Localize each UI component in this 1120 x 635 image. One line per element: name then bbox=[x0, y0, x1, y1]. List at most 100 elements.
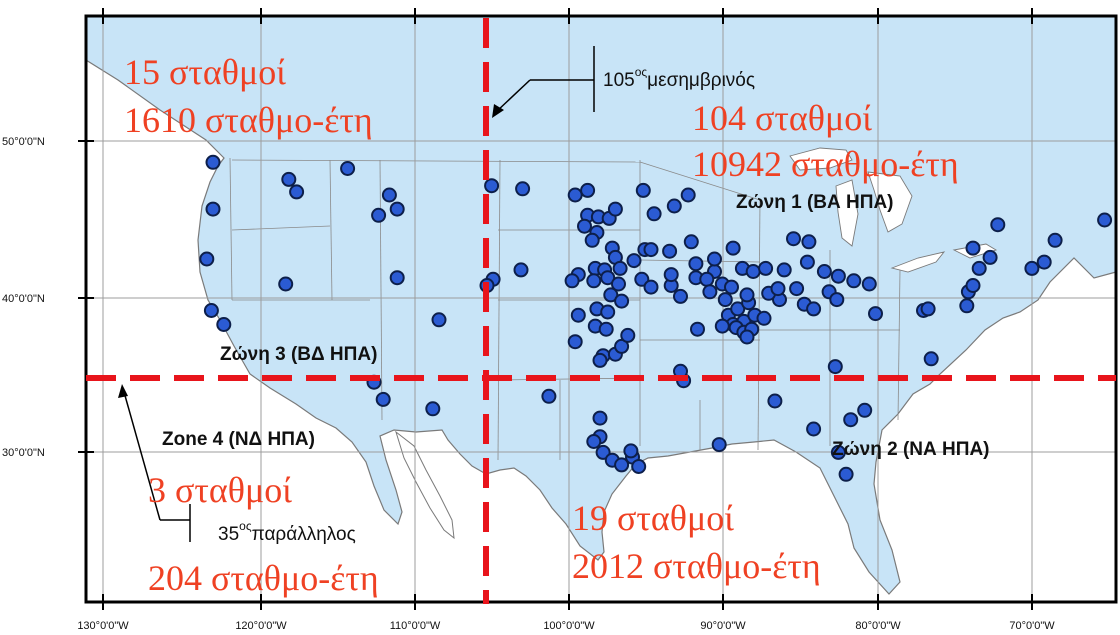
meridian-callout: 105οςμεσημβρινός bbox=[492, 46, 755, 118]
great-lakes bbox=[789, 147, 998, 273]
stations-layer bbox=[199, 154, 1113, 482]
station-marker bbox=[801, 234, 817, 250]
station-marker bbox=[717, 292, 733, 308]
station-marker bbox=[868, 306, 883, 322]
station-marker bbox=[770, 281, 786, 297]
station-marker bbox=[515, 181, 531, 197]
lon-label: 70°0'0"W bbox=[1009, 620, 1055, 632]
station-marker bbox=[643, 279, 659, 295]
station-marker bbox=[620, 327, 636, 343]
station-marker bbox=[959, 298, 975, 314]
callout-arrowhead bbox=[492, 104, 504, 118]
station-marker bbox=[1024, 260, 1040, 276]
station-marker bbox=[699, 271, 715, 287]
station-marker bbox=[688, 256, 704, 272]
station-marker bbox=[756, 310, 772, 326]
nw-station-years: 1610 σταθμο-έτη bbox=[124, 100, 373, 140]
station-marker bbox=[838, 466, 854, 482]
station-marker bbox=[586, 273, 602, 289]
sw-stations-count: 3 σταθμοί bbox=[148, 470, 292, 510]
station-marker bbox=[711, 437, 727, 453]
station-marker bbox=[567, 187, 583, 203]
station-marker bbox=[375, 391, 391, 407]
station-marker bbox=[205, 154, 221, 170]
station-marker bbox=[690, 321, 705, 337]
lon-label: 80°0'0"W bbox=[855, 620, 901, 632]
station-marker bbox=[829, 292, 845, 308]
tick-marks bbox=[78, 8, 1033, 610]
station-marker bbox=[425, 401, 441, 417]
station-marker bbox=[827, 359, 843, 375]
station-marker bbox=[205, 201, 221, 217]
station-marker bbox=[857, 402, 873, 418]
station-marker bbox=[570, 307, 586, 323]
station-marker bbox=[725, 240, 741, 256]
station-marker bbox=[577, 218, 592, 234]
station-marker bbox=[603, 287, 619, 303]
station-marker bbox=[861, 276, 877, 292]
station-marker bbox=[965, 240, 981, 256]
station-marker bbox=[643, 242, 659, 258]
sw-station-years: 204 σταθμο-έτη bbox=[148, 558, 379, 598]
se-station-years: 2012 σταθμο-έτη bbox=[572, 546, 821, 586]
station-marker bbox=[611, 276, 626, 292]
station-marker bbox=[199, 251, 215, 267]
graticule bbox=[86, 16, 1116, 602]
parallel-label: 35οςπαράλληλος bbox=[218, 519, 356, 545]
lon-label: 120°0'0"W bbox=[235, 620, 287, 632]
station-marker bbox=[786, 231, 801, 247]
lon-label: 130°0'0"W bbox=[77, 620, 129, 632]
lat-label: 40°0'0"N bbox=[2, 293, 45, 305]
station-marker bbox=[631, 459, 647, 474]
station-marker bbox=[739, 287, 755, 303]
station-marker bbox=[635, 182, 651, 198]
station-marker bbox=[600, 270, 616, 286]
station-marker bbox=[580, 182, 596, 198]
station-marker bbox=[371, 207, 387, 223]
station-marker bbox=[340, 161, 356, 176]
station-marker bbox=[982, 249, 998, 265]
zone-4-label: Zone 4 (ΝΔ ΗΠΑ) bbox=[162, 429, 315, 450]
station-marker bbox=[216, 317, 232, 332]
station-marker bbox=[389, 201, 405, 217]
station-marker bbox=[714, 318, 730, 334]
zone-1-label: Ζώνη 1 (ΒΑ ΗΠΑ) bbox=[736, 192, 894, 213]
station-marker bbox=[816, 264, 832, 279]
station-marker bbox=[513, 262, 529, 278]
station-marker bbox=[389, 270, 405, 286]
lon-labels: 130°0'0"W 120°0'0"W 110°0'0"W 100°0'0"W … bbox=[77, 620, 1055, 632]
station-marker bbox=[683, 234, 699, 250]
ne-stations-count: 104 σταθμοί bbox=[692, 98, 872, 138]
station-marker bbox=[923, 351, 939, 367]
station-marker bbox=[767, 393, 783, 409]
station-marker bbox=[623, 443, 639, 459]
se-stations-count: 19 σταθμοί bbox=[572, 498, 734, 538]
station-marker bbox=[666, 198, 682, 214]
station-marker bbox=[541, 388, 557, 404]
station-marker bbox=[799, 254, 815, 270]
station-marker bbox=[702, 284, 718, 300]
station-marker bbox=[1097, 212, 1113, 228]
station-marker bbox=[281, 171, 297, 187]
station-marker bbox=[607, 201, 623, 217]
station-marker bbox=[612, 260, 628, 276]
station-marker bbox=[776, 262, 792, 278]
station-marker bbox=[724, 279, 739, 295]
lat-label: 30°0'0"N bbox=[2, 447, 45, 459]
station-marker bbox=[680, 187, 696, 203]
station-marker bbox=[646, 206, 662, 222]
state-borders bbox=[229, 157, 901, 461]
station-marker bbox=[431, 312, 447, 328]
lon-label: 100°0'0"W bbox=[543, 620, 595, 632]
station-marker bbox=[806, 421, 822, 437]
station-marker bbox=[739, 329, 755, 345]
station-marker bbox=[278, 276, 294, 292]
station-marker bbox=[730, 301, 746, 317]
station-marker bbox=[381, 187, 397, 203]
station-marker bbox=[806, 301, 822, 317]
station-marker bbox=[614, 457, 630, 473]
gulf-of-california bbox=[395, 430, 455, 540]
station-marker bbox=[586, 434, 602, 449]
station-marker bbox=[707, 251, 722, 267]
station-marker bbox=[614, 293, 630, 309]
